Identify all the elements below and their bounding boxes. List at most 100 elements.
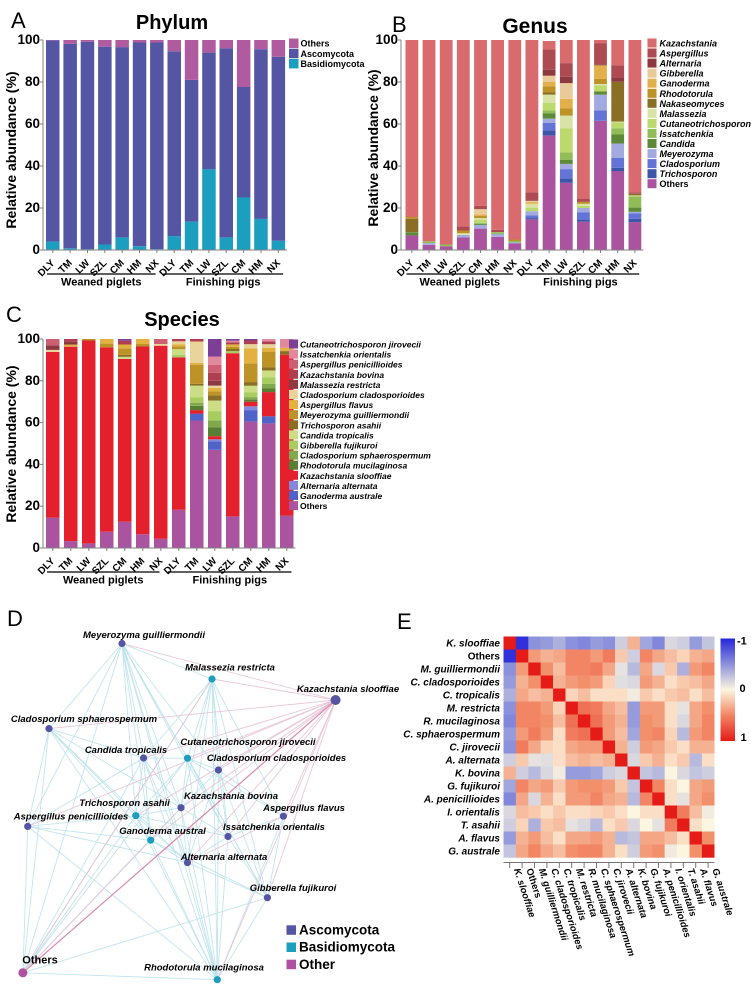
svg-text:20: 20 bbox=[383, 200, 398, 215]
svg-text:Others: Others bbox=[301, 39, 330, 49]
svg-text:C. sphaerospermum: C. sphaerospermum bbox=[403, 730, 500, 741]
svg-text:Relative abundance (%): Relative abundance (%) bbox=[3, 71, 19, 228]
svg-text:Rhodotorula mucilaginosa: Rhodotorula mucilaginosa bbox=[144, 963, 264, 974]
svg-text:40: 40 bbox=[25, 456, 40, 471]
svg-text:Kazachstania slooffiae: Kazachstania slooffiae bbox=[300, 471, 392, 481]
svg-text:Gibberella fujikuroi: Gibberella fujikuroi bbox=[300, 441, 378, 451]
svg-text:60: 60 bbox=[25, 116, 40, 131]
svg-text:Cladosporium cladosporioides: Cladosporium cladosporioides bbox=[300, 390, 425, 400]
svg-text:Trichosporon asahii: Trichosporon asahii bbox=[79, 798, 170, 809]
svg-text:Finishing pigs: Finishing pigs bbox=[186, 277, 261, 289]
svg-text:Alternaria alternata: Alternaria alternata bbox=[180, 852, 268, 863]
svg-text:Weaned piglets: Weaned piglets bbox=[61, 277, 141, 289]
svg-text:G. australe: G. australe bbox=[448, 847, 500, 858]
svg-text:Issatchenkia orientalis: Issatchenkia orientalis bbox=[300, 350, 391, 360]
svg-text:0: 0 bbox=[32, 242, 40, 257]
svg-text:Cutaneotrichosporon jirovecii: Cutaneotrichosporon jirovecii bbox=[180, 737, 315, 748]
svg-text:Relative abundance (%): Relative abundance (%) bbox=[3, 365, 19, 522]
svg-text:A. flavus: A. flavus bbox=[457, 834, 500, 845]
svg-text:100: 100 bbox=[375, 32, 398, 47]
svg-text:Aspergillus penicillioides: Aspergillus penicillioides bbox=[13, 812, 129, 823]
svg-text:40: 40 bbox=[25, 158, 40, 173]
svg-text:Kazachstania bovina: Kazachstania bovina bbox=[184, 791, 278, 802]
svg-text:Aspergillus flavus: Aspergillus flavus bbox=[262, 803, 345, 814]
svg-text:E: E bbox=[397, 609, 412, 634]
svg-text:Ganoderma australe: Ganoderma australe bbox=[300, 491, 382, 501]
svg-text:M. guilliermondii: M. guilliermondii bbox=[421, 665, 501, 676]
svg-text:1: 1 bbox=[741, 732, 747, 744]
svg-text:Weaned piglets: Weaned piglets bbox=[63, 575, 143, 587]
svg-text:Candida tropicalis: Candida tropicalis bbox=[300, 430, 374, 440]
svg-text:Issatchenkia: Issatchenkia bbox=[660, 129, 714, 139]
svg-text:Rhodotorula mucilaginosa: Rhodotorula mucilaginosa bbox=[300, 461, 407, 471]
svg-text:A. penicillioides: A. penicillioides bbox=[423, 795, 501, 806]
svg-text:Cladosporium cladosporioides: Cladosporium cladosporioides bbox=[207, 753, 346, 764]
svg-text:80: 80 bbox=[25, 373, 40, 388]
svg-text:D: D bbox=[7, 606, 23, 631]
svg-text:Weaned piglets: Weaned piglets bbox=[420, 277, 500, 289]
svg-text:T. asahii: T. asahii bbox=[461, 821, 500, 832]
svg-text:Candida tropicalis: Candida tropicalis bbox=[85, 745, 167, 756]
svg-text:Kazachstania slooffiae: Kazachstania slooffiae bbox=[297, 684, 400, 695]
svg-text:Alternaria alternata: Alternaria alternata bbox=[299, 481, 378, 491]
svg-text:A. alternata: A. alternata bbox=[445, 756, 501, 767]
svg-text:60: 60 bbox=[25, 415, 40, 430]
svg-text:C: C bbox=[6, 302, 22, 327]
svg-text:M. restricta: M. restricta bbox=[447, 704, 501, 715]
svg-text:Phylum: Phylum bbox=[136, 12, 208, 34]
svg-text:K. bovina: K. bovina bbox=[455, 769, 500, 780]
svg-text:Cladosporium sphaerospermum: Cladosporium sphaerospermum bbox=[11, 714, 158, 725]
svg-text:100: 100 bbox=[17, 32, 40, 47]
svg-text:Issatchenkia orientalis: Issatchenkia orientalis bbox=[223, 822, 325, 833]
svg-text:Meyerozyma guilliermondii: Meyerozyma guilliermondii bbox=[300, 410, 410, 420]
svg-text:Malassezia restricta: Malassezia restricta bbox=[185, 663, 275, 674]
svg-text:Cutaneotrichosporon: Cutaneotrichosporon bbox=[660, 119, 751, 129]
svg-text:60: 60 bbox=[383, 116, 398, 131]
svg-text:40: 40 bbox=[383, 158, 398, 173]
svg-text:Rhodotorula: Rhodotorula bbox=[660, 89, 714, 99]
svg-text:Ascomycota: Ascomycota bbox=[299, 923, 380, 938]
svg-text:Species: Species bbox=[144, 309, 220, 331]
svg-text:Ganoderma: Ganoderma bbox=[660, 79, 710, 89]
svg-text:Trichosporon: Trichosporon bbox=[660, 169, 718, 179]
svg-text:Others: Others bbox=[300, 501, 328, 511]
svg-text:A: A bbox=[11, 8, 26, 33]
svg-text:Gibberella fujikuroi: Gibberella fujikuroi bbox=[250, 883, 337, 894]
svg-text:0: 0 bbox=[740, 683, 746, 695]
svg-text:Finishing pigs: Finishing pigs bbox=[543, 277, 618, 289]
svg-text:B: B bbox=[392, 12, 407, 37]
svg-text:20: 20 bbox=[25, 200, 40, 215]
svg-text:20: 20 bbox=[25, 498, 40, 513]
svg-text:Aspergillus penicillioides: Aspergillus penicillioides bbox=[299, 360, 403, 370]
svg-text:Alternaria: Alternaria bbox=[659, 59, 702, 69]
svg-text:Malassezia: Malassezia bbox=[660, 109, 707, 119]
svg-text:C. cladosporioides: C. cladosporioides bbox=[411, 678, 501, 689]
svg-text:Aspergillus: Aspergillus bbox=[659, 49, 709, 59]
svg-text:Aspergillus flavus: Aspergillus flavus bbox=[299, 400, 373, 410]
svg-text:C. jirovecii: C. jirovecii bbox=[449, 743, 500, 754]
svg-text:Basidiomycota: Basidiomycota bbox=[299, 940, 396, 955]
svg-text:0: 0 bbox=[32, 540, 40, 555]
svg-text:80: 80 bbox=[383, 74, 398, 89]
svg-text:Meyerozyma: Meyerozyma bbox=[660, 149, 714, 159]
svg-text:R. mucilaginosa: R. mucilaginosa bbox=[423, 717, 500, 728]
svg-text:Meyerozyma guilliermondii: Meyerozyma guilliermondii bbox=[83, 630, 205, 641]
svg-text:Kazachstania bovina: Kazachstania bovina bbox=[300, 370, 384, 380]
svg-text:Kazachstania: Kazachstania bbox=[660, 39, 718, 49]
svg-text:Others: Others bbox=[22, 955, 57, 967]
svg-text:Trichosporon asahii: Trichosporon asahii bbox=[300, 420, 382, 430]
svg-text:I. orientalis: I. orientalis bbox=[447, 808, 500, 819]
svg-text:Cladosporium sphaerospermum: Cladosporium sphaerospermum bbox=[300, 451, 431, 461]
svg-text:K. slooffiae: K. slooffiae bbox=[446, 639, 500, 650]
svg-text:Others: Others bbox=[468, 652, 501, 663]
svg-text:Basidiomycota: Basidiomycota bbox=[301, 59, 366, 69]
svg-text:G. fujikuroi: G. fujikuroi bbox=[447, 782, 500, 793]
svg-text:Finishing pigs: Finishing pigs bbox=[193, 575, 268, 587]
svg-text:Cutaneotrichosporon jirovecii: Cutaneotrichosporon jirovecii bbox=[300, 340, 422, 350]
svg-text:0: 0 bbox=[390, 242, 398, 257]
svg-text:Genus: Genus bbox=[502, 15, 567, 38]
svg-text:Gibberella: Gibberella bbox=[660, 69, 704, 79]
svg-text:Relative abundance (%): Relative abundance (%) bbox=[365, 69, 381, 226]
svg-text:Ascomycota: Ascomycota bbox=[301, 49, 356, 59]
svg-text:Other: Other bbox=[299, 957, 336, 972]
